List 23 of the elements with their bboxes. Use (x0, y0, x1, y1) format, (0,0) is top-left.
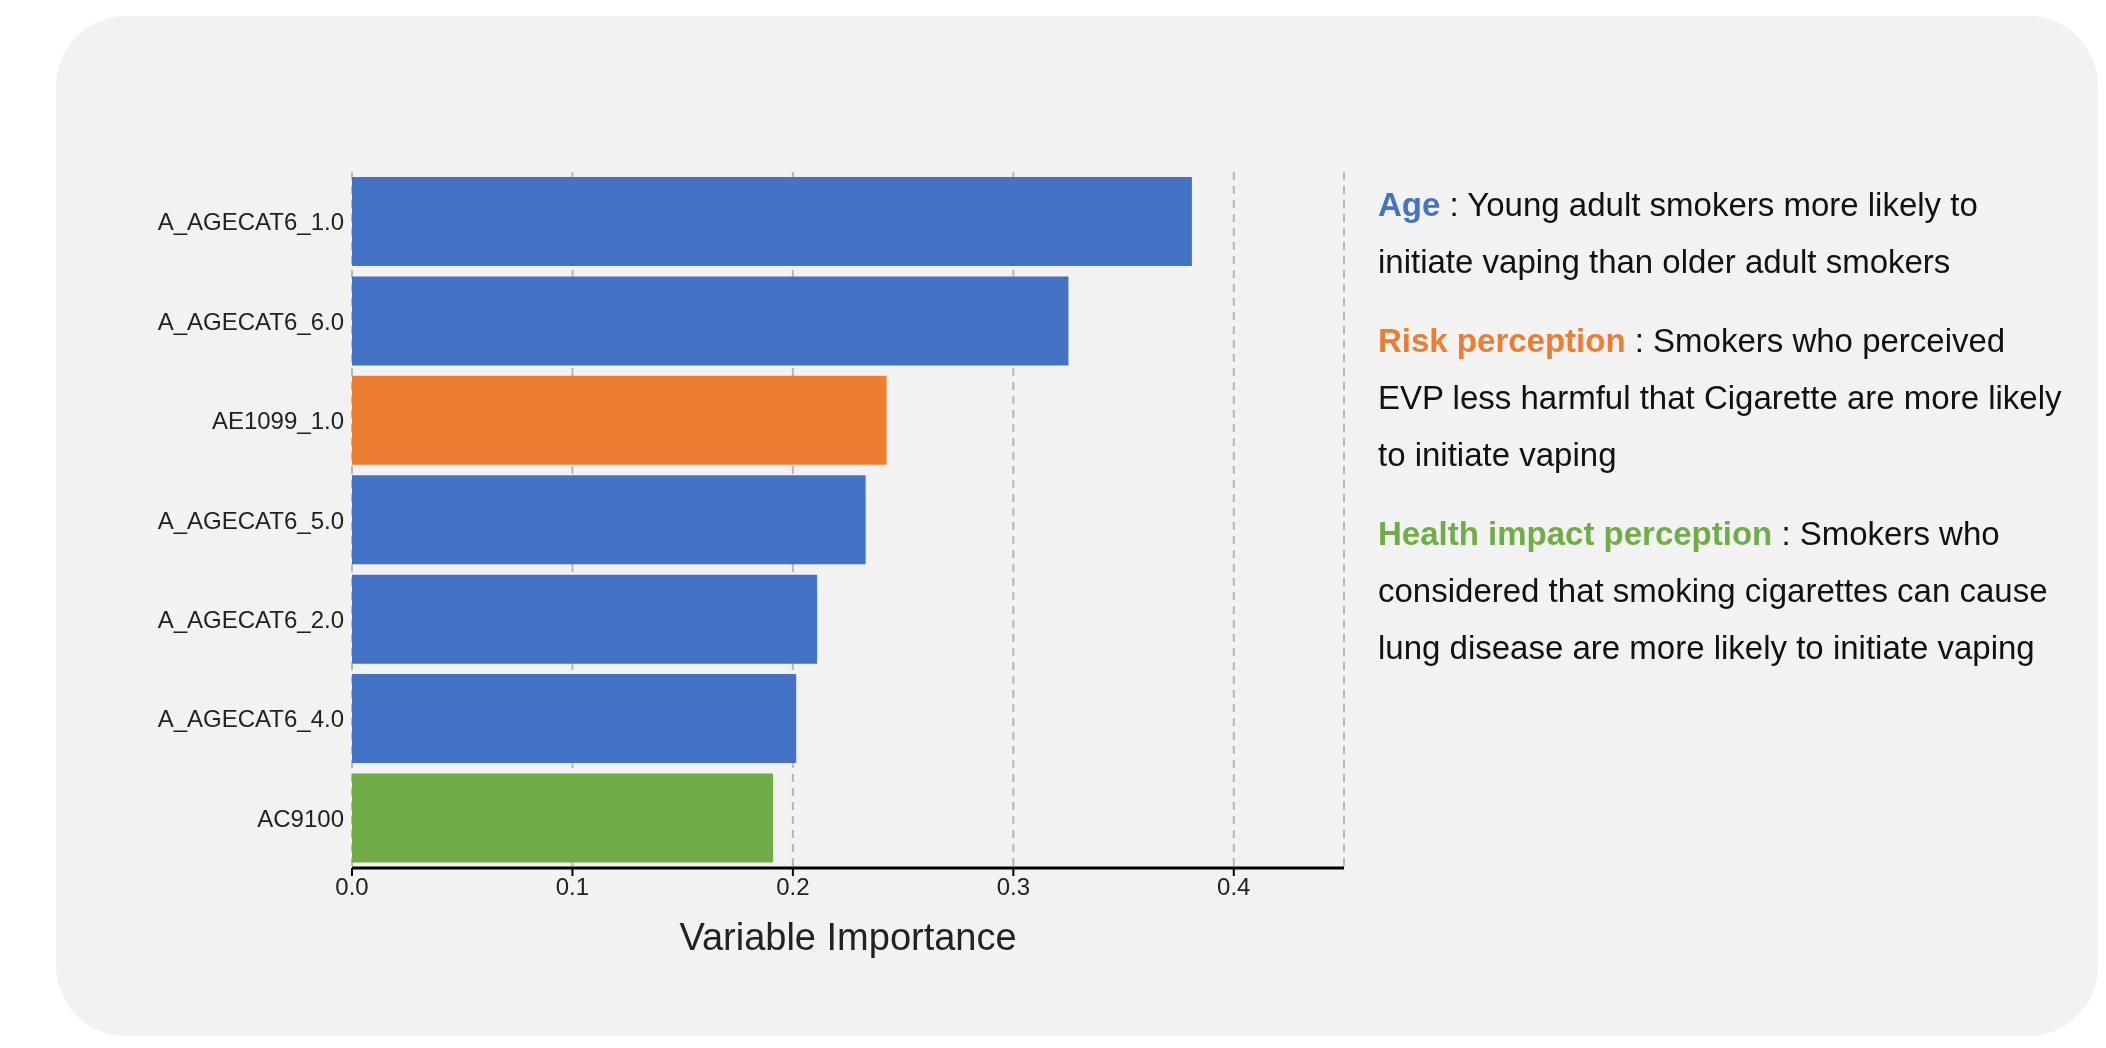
x-tick-label: 0.1 (555, 873, 590, 901)
x-axis-title: Variable Importance (679, 916, 1017, 958)
y-tick-label: A_AGECAT6_2.0 (157, 605, 344, 633)
x-tick-label: 0.3 (996, 873, 1031, 901)
x-tick-label: 0.2 (776, 873, 810, 901)
y-tick-label: A_AGECAT6_6.0 (157, 307, 344, 335)
y-tick-label: AE1099_1.0 (211, 407, 344, 435)
text: Age : Young adult smokers more likely to initiate vaping than older adult smokers (1378, 186, 1978, 280)
bar (352, 375, 887, 465)
bar (352, 176, 1192, 266)
y-tick-label: A_AGECAT6_5.0 (157, 506, 344, 534)
bar (352, 276, 1069, 366)
text: Health impact perception : Smokers who considered that smoking cigarettes can cause lung disease are more likely to initiate vaping (1378, 515, 2048, 666)
y-tick-label: A_AGECAT6_1.0 (157, 208, 344, 236)
bar (352, 475, 866, 565)
text: Risk perception : Smokers who perceived EVP less harmful that Cigarette are more likely to initiate vaping (1378, 322, 2062, 473)
y-tick-label: A_AGECAT6_4.0 (157, 705, 344, 733)
bar (352, 773, 774, 863)
x-tick-label: 0.0 (335, 873, 369, 901)
bar (352, 674, 797, 764)
y-tick-label: AC9100 (257, 804, 344, 832)
bar (352, 574, 818, 664)
x-tick-label: 0.4 (1217, 873, 1251, 901)
